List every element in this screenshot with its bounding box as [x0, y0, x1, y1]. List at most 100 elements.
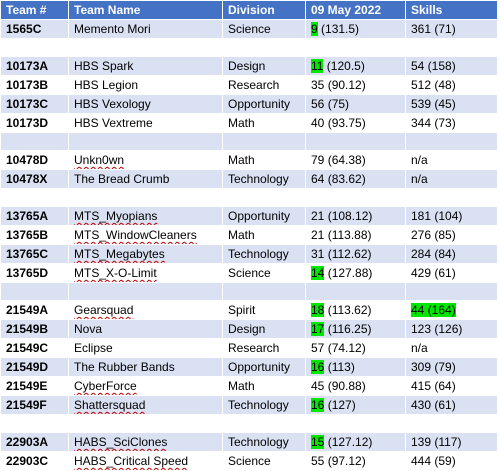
spacer-row — [0, 188, 498, 207]
rank-score: (113) — [324, 360, 355, 374]
table-row: 21549A Gearsquad Spirit 18 (113.62) 44 (164) — [0, 300, 498, 320]
empty-cell — [222, 414, 306, 433]
division-cell: Technology — [222, 244, 306, 264]
team-number-cell-text: 22903A — [6, 435, 49, 449]
team-number-cell: 10478D — [0, 150, 69, 170]
team-number-cell-text: 10173C — [6, 97, 49, 111]
rank-value: 11 — [311, 59, 324, 73]
rank-value: 16 — [311, 360, 325, 374]
skills-cell: 309 (79) — [405, 357, 498, 377]
empty-cell — [405, 414, 498, 433]
team-number-cell-text: 13765D — [6, 266, 49, 280]
empty-cell — [222, 188, 306, 207]
empty-cell — [0, 188, 69, 207]
rank-cell: 45 (90.88) — [305, 376, 406, 396]
skills-cell: n/a — [405, 338, 498, 358]
division-cell-text: Technology — [228, 398, 289, 412]
rank-value: 21 — [311, 228, 325, 242]
skills-cell-text: 344 (73) — [411, 116, 456, 130]
division-cell-text: Science — [228, 266, 271, 280]
division-cell-text: Technology — [228, 247, 289, 261]
team-number-cell: 22903A — [0, 432, 69, 452]
table-row: 10173B HBS Legion Research 35 (90.12) 512 (4… — [0, 75, 498, 95]
table-row: 21549F Shattersquad Technology 16 (127) 430 … — [0, 395, 498, 415]
division-cell-text: Math — [228, 379, 255, 393]
empty-cell — [222, 132, 306, 151]
team-name-cell-text: HABS_Critical Speed — [74, 454, 189, 468]
team-number-cell-text: 13765B — [6, 228, 49, 242]
division-cell-text: Opportunity — [228, 360, 291, 374]
team-name-cell: The Bread Crumb — [68, 169, 223, 189]
team-name-cell: Nova — [68, 319, 223, 339]
team-name-cell-text: HBS Legion — [74, 78, 139, 92]
team-number-cell: 10173C — [0, 94, 69, 114]
skills-cell: 415 (64) — [405, 376, 498, 396]
team-number-cell: 21549B — [0, 319, 69, 339]
team-number-cell-text: 10173D — [6, 116, 49, 130]
division-cell-text: Design — [228, 322, 266, 336]
team-name-cell-text: MTS_Megabytes — [74, 247, 165, 261]
team-number-cell-text: 13765A — [6, 209, 49, 223]
team-name-cell: MTS_Myopians — [68, 206, 223, 226]
team-name-cell: HBS Legion — [68, 75, 223, 95]
team-number-cell-text: 10173A — [6, 59, 49, 73]
empty-cell — [305, 38, 406, 57]
rank-cell: 16 (113) — [305, 357, 406, 377]
empty-cell — [305, 282, 406, 301]
team-number-cell: 13765D — [0, 263, 69, 283]
skills-cell-text: 123 (126) — [411, 322, 463, 336]
empty-cell — [305, 132, 406, 151]
skills-cell: 429 (61) — [405, 263, 498, 283]
team-name-cell-text: The Rubber Bands — [74, 360, 175, 374]
rank-score: (116.25) — [324, 322, 372, 336]
spacer-row — [0, 282, 498, 301]
skills-cell: 284 (84) — [405, 244, 498, 264]
empty-cell — [222, 282, 306, 301]
skills-cell: 139 (117) — [405, 432, 498, 452]
team-number-cell-text: 10478D — [6, 153, 49, 167]
division-cell: Design — [222, 56, 306, 76]
empty-cell — [405, 38, 498, 57]
rank-cell: 17 (116.25) — [305, 319, 406, 339]
team-name-cell-text: Shattersquad — [74, 398, 146, 412]
header-row: Team # Team Name Division 09 May 2022 Sk… — [0, 0, 498, 20]
division-cell-text: Design — [228, 59, 266, 73]
rank-cell: 18 (113.62) — [305, 300, 406, 320]
team-name-cell-text: MTS_Myopians — [74, 209, 158, 223]
skills-cell: 54 (158) — [405, 56, 498, 76]
team-number-cell-text: 21549A — [6, 303, 49, 317]
rank-score: (108.12) — [324, 209, 373, 223]
division-cell: Technology — [222, 169, 306, 189]
rank-value: 79 — [311, 153, 325, 167]
team-name-cell: The Rubber Bands — [68, 357, 223, 377]
skills-cell-text: 444 (59) — [411, 454, 456, 468]
team-name-cell-text: HBS Vextreme — [74, 116, 153, 130]
team-name-cell-text: HBS Vexology — [74, 97, 151, 111]
team-number-cell: 13765B — [0, 225, 69, 245]
division-cell-text: Research — [228, 341, 280, 355]
empty-cell — [0, 282, 69, 301]
division-cell-text: Opportunity — [228, 97, 291, 111]
division-cell: Math — [222, 225, 306, 245]
rank-value: 56 — [311, 97, 325, 111]
rank-cell: 16 (127) — [305, 395, 406, 415]
division-cell: Math — [222, 113, 306, 133]
division-cell: Design — [222, 319, 306, 339]
division-cell: Science — [222, 19, 306, 39]
rank-cell: 56 (75) — [305, 94, 406, 114]
rank-value: 14 — [311, 266, 325, 280]
rank-value: 18 — [311, 303, 325, 317]
team-number-cell-text: 13765C — [6, 247, 49, 261]
header-team-name: Team Name — [68, 0, 223, 20]
skills-cell-text: 54 (158) — [411, 59, 456, 73]
team-number-cell: 21549C — [0, 338, 69, 358]
header-skills: Skills — [405, 0, 498, 20]
team-number-cell: 21549F — [0, 395, 69, 415]
rank-cell: 21 (108.12) — [305, 206, 406, 226]
table-row: 21549B Nova Design 17 (116.25) 123 (126) — [0, 319, 498, 339]
skills-cell: 44 (164) — [405, 300, 498, 320]
team-name-cell: MTS_Megabytes — [68, 244, 223, 264]
skills-cell: n/a — [405, 150, 498, 170]
skills-cell: 512 (48) — [405, 75, 498, 95]
rank-score: (120.5) — [323, 59, 365, 73]
